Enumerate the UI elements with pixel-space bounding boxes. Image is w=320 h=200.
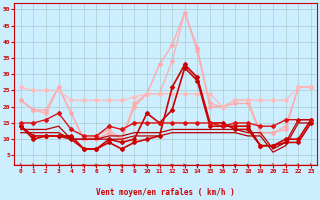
X-axis label: Vent moyen/en rafales ( km/h ): Vent moyen/en rafales ( km/h ) bbox=[96, 188, 235, 197]
